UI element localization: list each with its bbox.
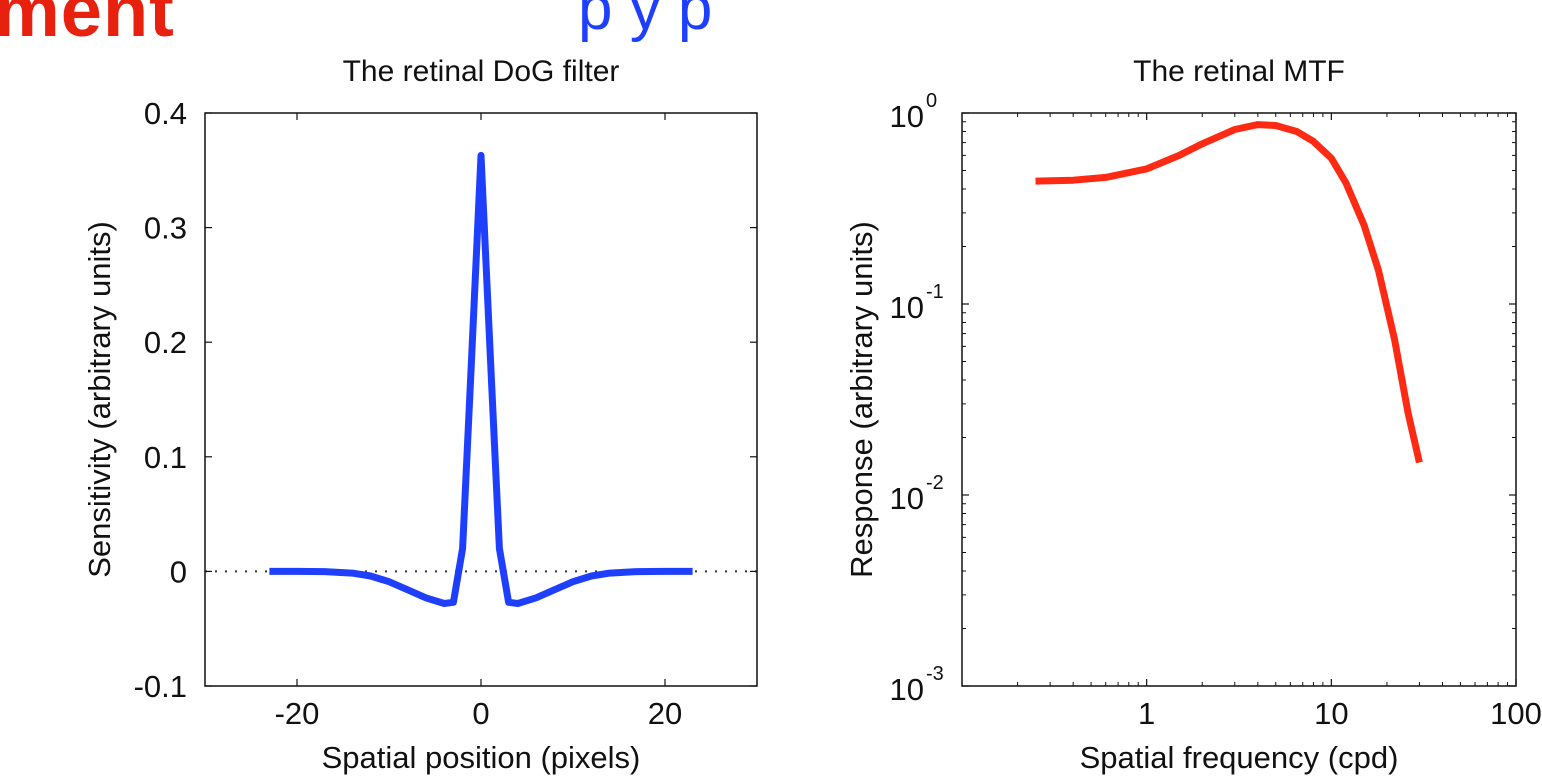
y-tick-label: 10 (890, 672, 924, 707)
x-tick-label: 1 (1138, 696, 1155, 731)
x-axis-label: Spatial frequency (cpd) (1080, 740, 1399, 775)
header-partial-word: ment (0, 0, 175, 52)
header-partial-subtitle: p y p (578, 0, 713, 43)
y-tick-label: 10 (890, 99, 924, 134)
y-tick-label: 0.1 (144, 440, 187, 475)
y-tick-label: -0.1 (134, 669, 187, 704)
y-axis-label: Response (arbitrary units) (844, 221, 879, 578)
y-tick-label-exponent: -1 (926, 281, 944, 303)
y-tick-label: 0 (170, 554, 187, 589)
series-line (1035, 121, 1423, 464)
y-tick-label: 10 (890, 481, 924, 516)
y-tick-label: 0.3 (144, 211, 187, 246)
x-tick-label: 10 (1314, 696, 1348, 731)
chart-title: The retinal MTF (1133, 55, 1345, 88)
series-line (269, 151, 693, 607)
x-tick-label: 20 (648, 696, 682, 731)
y-axis-label: Sensitivity (arbitrary units) (82, 221, 117, 578)
y-tick-label-exponent: -3 (926, 663, 944, 685)
x-tick-label: 100 (1490, 696, 1542, 731)
x-axis-label: Spatial position (pixels) (322, 740, 641, 775)
y-tick-label: 0.2 (144, 325, 187, 360)
dog-filter-chart: -20 0 20 -0.1 0 0.1 0.2 0.3 0.4 The retinal DoG f… (82, 55, 758, 775)
plot-frame (961, 112, 1517, 687)
x-tick-label: 0 (472, 696, 489, 731)
y-tick-label: 10 (890, 290, 924, 325)
chart-title: The retinal DoG filter (343, 55, 620, 88)
y-tick-label-exponent: 0 (926, 90, 937, 112)
y-tick-label-exponent: -2 (926, 472, 944, 494)
x-tick-label: -20 (275, 696, 320, 731)
y-tick-label: 0.4 (144, 96, 187, 131)
